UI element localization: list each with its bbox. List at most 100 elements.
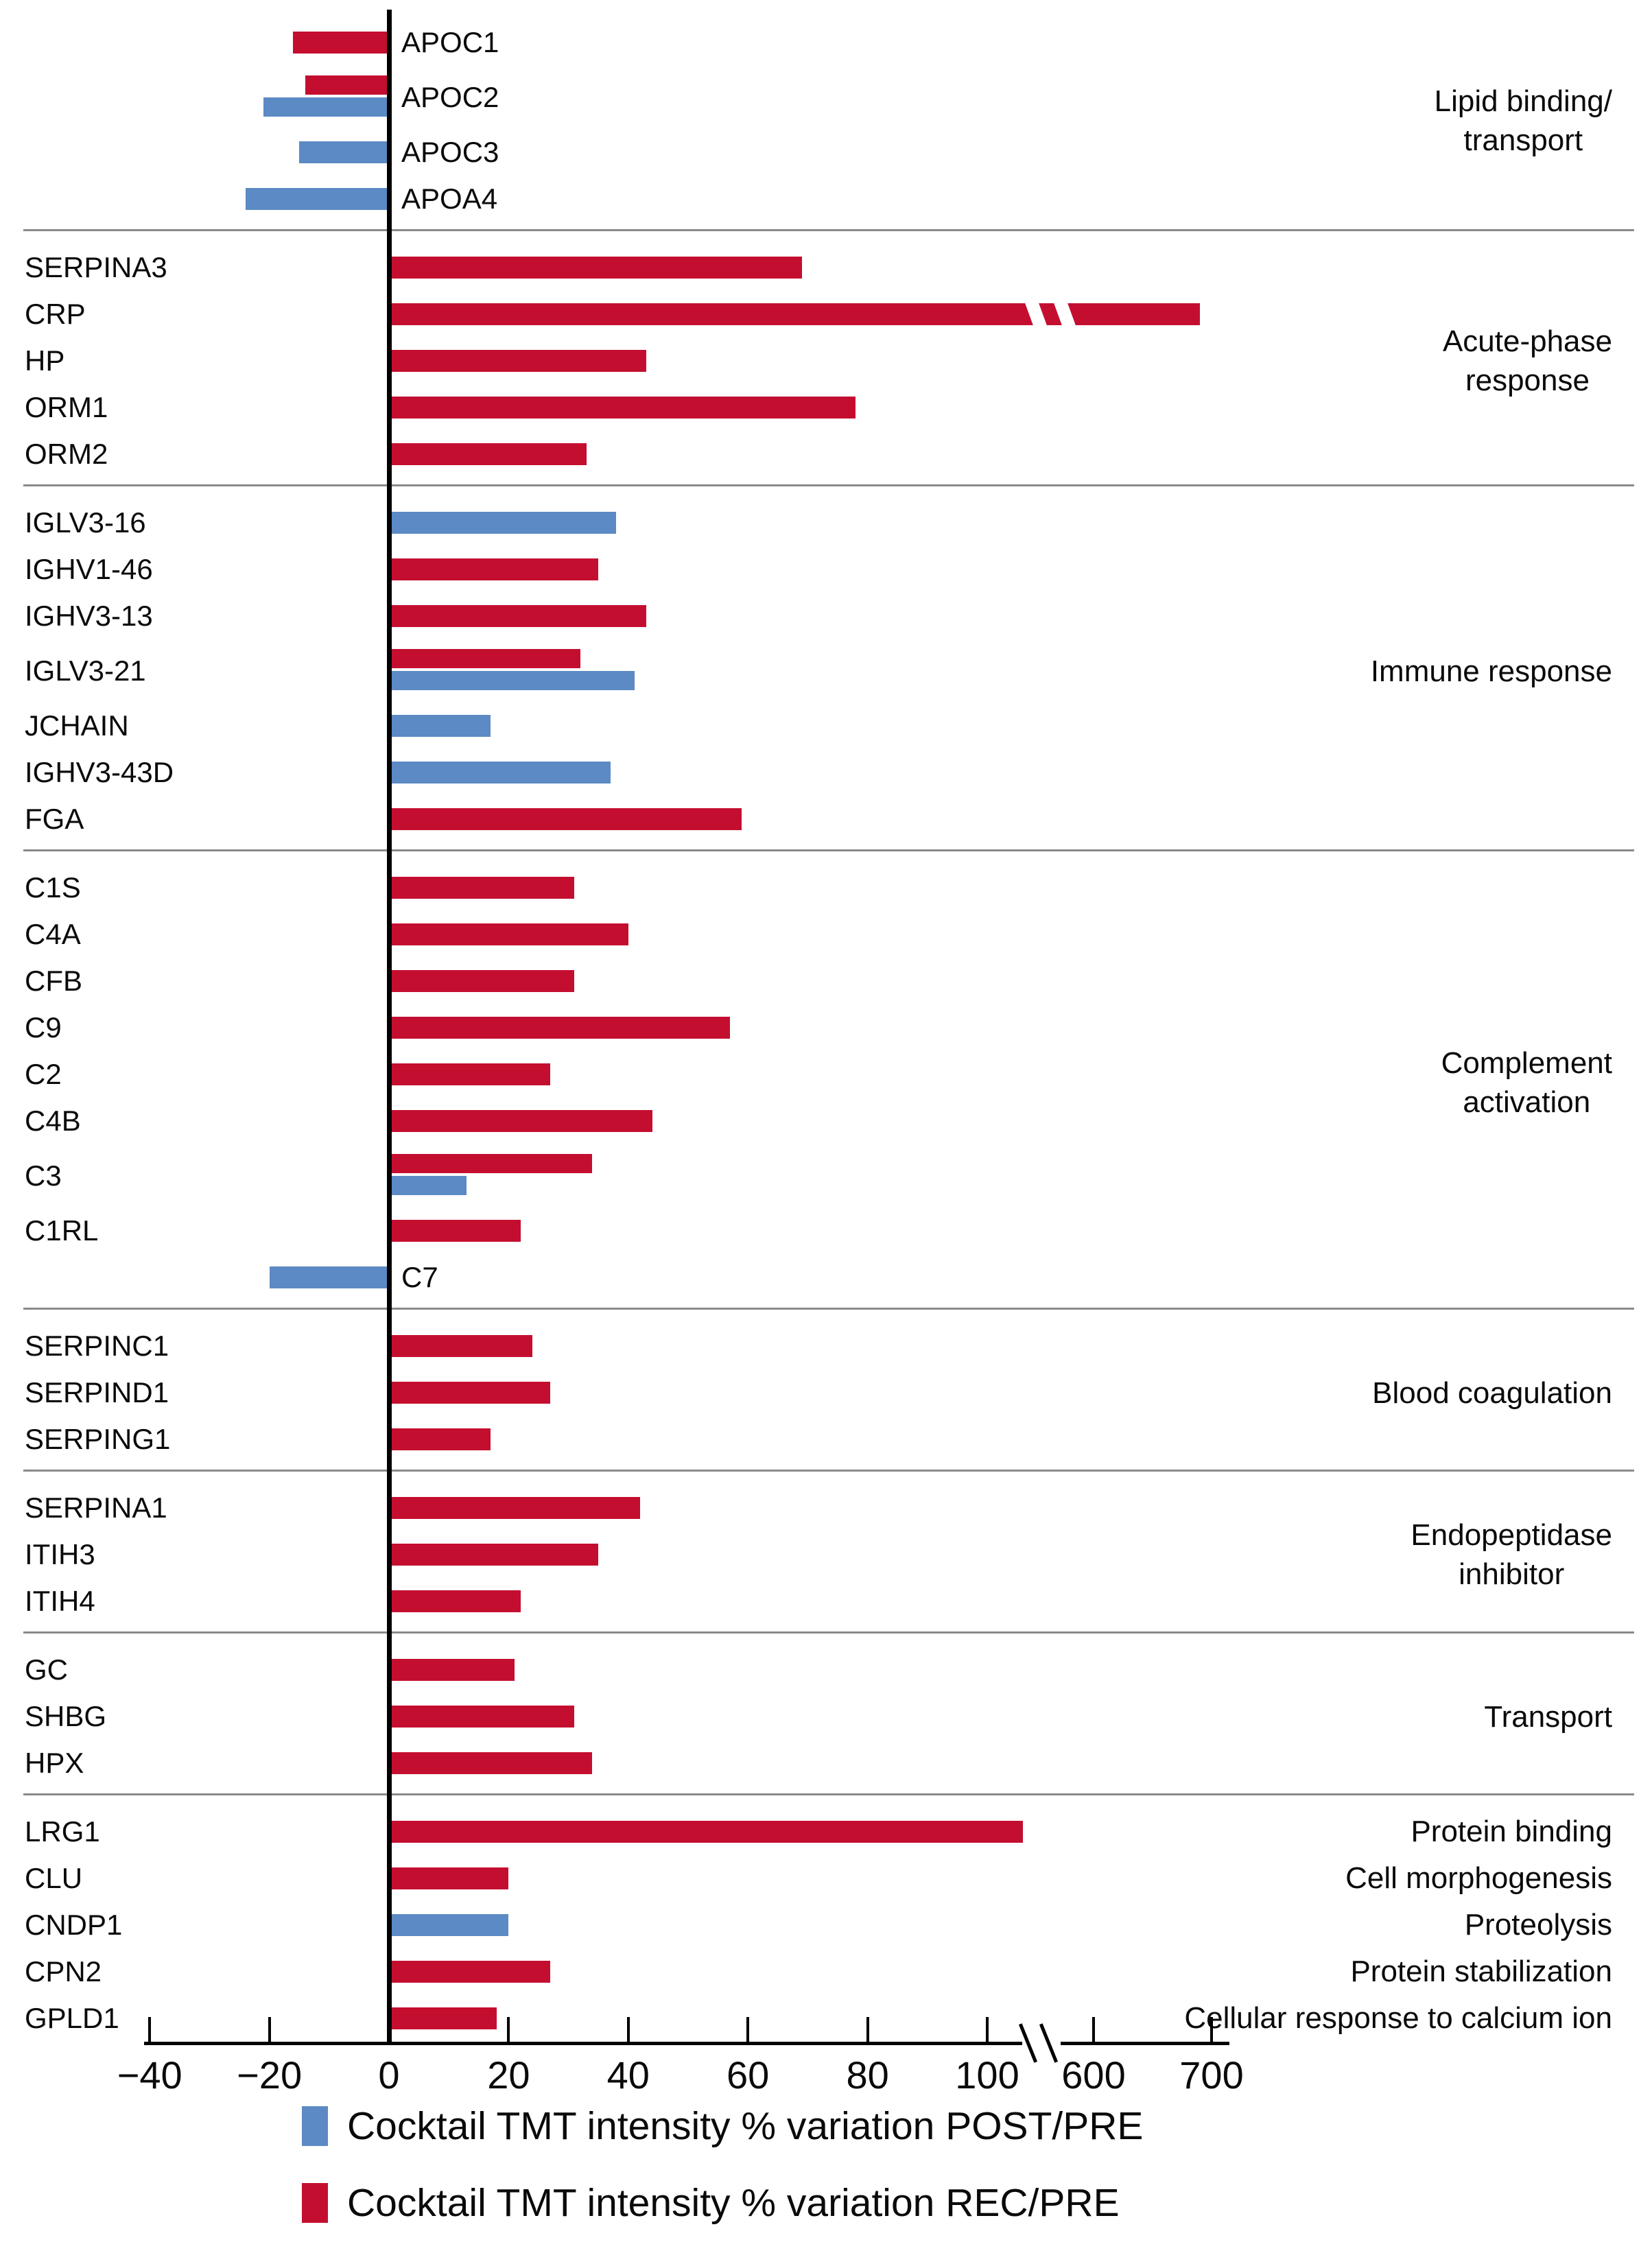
protein-label-FGA: FGA xyxy=(25,803,84,835)
x-axis-line xyxy=(144,2042,1229,2045)
category-label-lipid-binding-transport: Lipid binding/transport xyxy=(1435,82,1612,160)
bar-ORM1-rec-pre xyxy=(389,397,856,418)
x-axis-tick-label: 100 xyxy=(955,2053,1019,2097)
category-label-endopeptidase-inhibitor: Endopeptidase inhibitor xyxy=(1411,1516,1612,1594)
bar-SERPING1-rec-pre xyxy=(389,1428,491,1450)
function-label-CPN2: Protein stabilization xyxy=(1350,1955,1612,1988)
category-label-line: Acute-phase xyxy=(1442,325,1612,358)
protein-label-HPX: HPX xyxy=(25,1747,84,1779)
group-separator xyxy=(23,1308,1634,1310)
bar-ITIH4-rec-pre xyxy=(389,1590,521,1612)
category-label-line: Immune response xyxy=(1370,654,1612,688)
x-axis-tick xyxy=(746,2017,750,2042)
protein-label-APOC3: APOC3 xyxy=(401,136,499,168)
bar-APOC1-rec-pre xyxy=(293,32,389,54)
protein-label-C1RL: C1RL xyxy=(25,1214,99,1247)
category-label-acute-phase-response: Acute-phase response xyxy=(1443,322,1612,400)
protein-label-C2: C2 xyxy=(25,1058,62,1090)
bar-APOC2-rec-pre xyxy=(305,75,389,95)
protein-label-APOC1: APOC1 xyxy=(401,26,499,58)
category-label-line: response xyxy=(1465,364,1590,398)
bar-C1S-rec-pre xyxy=(389,877,575,899)
protein-label-SERPIND1: SERPIND1 xyxy=(25,1376,169,1408)
group-separator xyxy=(23,229,1634,231)
bar-IGHV3-13-rec-pre xyxy=(389,605,646,627)
legend-label: Cocktail TMT intensity % variation REC/P… xyxy=(347,2181,1120,2225)
protein-label-SHBG: SHBG xyxy=(25,1700,107,1732)
protein-label-C4B: C4B xyxy=(25,1105,81,1137)
protein-label-APOA4: APOA4 xyxy=(401,182,498,215)
category-label-blood-coagulation: Blood coagulation xyxy=(1372,1373,1612,1413)
bar-CRP-rec-pre xyxy=(389,303,1200,325)
bar-APOA4-post-pre xyxy=(245,188,389,210)
bar-IGHV1-46-rec-pre xyxy=(389,558,599,580)
bar-IGHV3-43D-post-pre xyxy=(389,762,611,783)
protein-label-ITIH3: ITIH3 xyxy=(25,1538,95,1570)
bar-SHBG-rec-pre xyxy=(389,1706,575,1728)
group-separator xyxy=(23,849,1634,851)
bar-GPLD1-rec-pre xyxy=(389,2007,497,2029)
protein-label-C3: C3 xyxy=(25,1159,62,1192)
legend-swatch-rec-pre xyxy=(302,2183,328,2223)
category-label-line: activation xyxy=(1463,1085,1591,1120)
protein-label-C9: C9 xyxy=(25,1011,62,1043)
bar-IGLV3-21-post-pre xyxy=(389,671,635,690)
bar-SERPINA1-rec-pre xyxy=(389,1497,641,1519)
category-label-line: inhibitor xyxy=(1459,1557,1565,1592)
protein-label-ORM2: ORM2 xyxy=(25,438,108,470)
protein-label-SERPINA3: SERPINA3 xyxy=(25,251,167,283)
x-axis-tick xyxy=(507,2017,510,2042)
x-axis-tick-label: −40 xyxy=(117,2053,182,2097)
bar-IGLV3-16-post-pre xyxy=(389,512,617,534)
protein-label-SERPINA1: SERPINA1 xyxy=(25,1491,167,1524)
protein-label-IGHV3-43D: IGHV3-43D xyxy=(25,756,174,788)
category-label-line: transport xyxy=(1463,123,1583,158)
bar-CLU-rec-pre xyxy=(389,1867,509,1889)
protein-label-HP: HP xyxy=(25,344,65,377)
protein-label-IGHV3-13: IGHV3-13 xyxy=(25,600,153,632)
x-axis-tick-label: 700 xyxy=(1179,2053,1244,2097)
protein-label-CRP: CRP xyxy=(25,298,86,330)
protein-label-CFB: CFB xyxy=(25,965,82,997)
protein-label-CNDP1: CNDP1 xyxy=(25,1909,123,1941)
protein-label-GC: GC xyxy=(25,1653,68,1686)
function-label-GPLD1: Cellular response to calcium ion xyxy=(1184,2001,1612,2035)
category-label-line: Blood coagulation xyxy=(1372,1376,1612,1410)
protein-label-IGLV3-21: IGLV3-21 xyxy=(25,655,146,687)
bar-CNDP1-post-pre xyxy=(389,1914,509,1936)
bar-APOC3-post-pre xyxy=(299,141,389,163)
category-label-complement-activation: Complement activation xyxy=(1441,1043,1612,1122)
group-separator xyxy=(23,484,1634,486)
protein-label-IGLV3-16: IGLV3-16 xyxy=(25,506,146,539)
protein-label-GPLD1: GPLD1 xyxy=(25,2002,119,2034)
category-label-line: Transport xyxy=(1484,1699,1612,1734)
bar-C2-rec-pre xyxy=(389,1063,551,1085)
bar-C3-rec-pre xyxy=(389,1154,593,1173)
group-separator xyxy=(23,1793,1634,1795)
bar-SERPIND1-rec-pre xyxy=(389,1382,551,1404)
x-axis-tick xyxy=(626,2017,630,2042)
protein-label-JCHAIN: JCHAIN xyxy=(25,709,129,742)
bar-SERPINA3-rec-pre xyxy=(389,257,802,279)
x-axis-tick xyxy=(1210,2017,1213,2042)
category-label-line: Lipid binding/ xyxy=(1434,84,1612,118)
legend-label: Cocktail TMT intensity % variation POST/… xyxy=(347,2104,1144,2148)
protein-label-CLU: CLU xyxy=(25,1862,83,1894)
category-label-immune-response: Immune response xyxy=(1371,652,1612,691)
function-label-CNDP1: Proteolysis xyxy=(1464,1908,1612,1942)
bar-LRG1-rec-pre xyxy=(389,1821,1024,1843)
zero-baseline xyxy=(386,10,392,2045)
category-label-line: Endopeptidase xyxy=(1411,1518,1612,1552)
x-axis-tick-label: 80 xyxy=(846,2053,889,2097)
category-label-transport: Transport xyxy=(1484,1697,1612,1736)
bar-APOC2-post-pre xyxy=(263,97,389,117)
protein-label-ITIH4: ITIH4 xyxy=(25,1585,95,1617)
protein-label-C1S: C1S xyxy=(25,871,81,904)
x-axis-tick xyxy=(986,2017,989,2042)
x-axis-tick-label: 20 xyxy=(487,2053,530,2097)
protein-label-IGHV1-46: IGHV1-46 xyxy=(25,553,153,585)
x-axis-tick xyxy=(268,2017,271,2042)
x-axis-tick-label: 600 xyxy=(1061,2053,1126,2097)
legend-entry-rec-pre: Cocktail TMT intensity % variation REC/P… xyxy=(302,2180,1120,2226)
